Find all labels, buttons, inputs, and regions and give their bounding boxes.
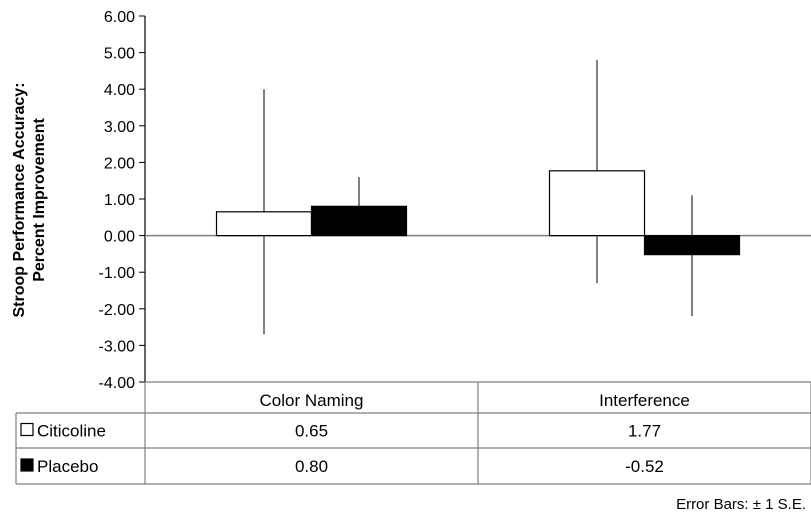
y-tick-label: 3.00	[104, 119, 135, 136]
y-tick-label: -2.00	[99, 302, 136, 319]
bar-citicoline-2	[548, 170, 646, 237]
y-tick-label: 1.00	[104, 192, 135, 209]
error-bars-note: Error Bars: ± 1 S.E.	[676, 496, 806, 513]
data-table: Color Naming Interference Citicoline 0.65 1.…	[15, 381, 811, 485]
y-axis: 6.00 5.00 4.00 3.00 2.00 1.00 0.00 -1.00 -2.00 -3…	[99, 9, 811, 392]
bars	[215, 170, 741, 256]
data-label-citicoline-2: 1.77	[628, 422, 661, 441]
y-tick-label: 2.00	[104, 155, 135, 172]
bar-placebo-2	[643, 235, 741, 256]
y-tick-label: 5.00	[104, 46, 135, 63]
bar-placebo-1	[310, 205, 408, 237]
data-label-citicoline-1: 0.65	[295, 422, 328, 441]
y-tick-label: 6.00	[104, 9, 135, 26]
bar-citicoline-1	[215, 211, 313, 237]
y-axis-title-line2: Percent Improvement	[31, 118, 48, 282]
y-axis-title-line1: Stroop Performance Accuracy:	[11, 82, 28, 317]
y-tick-label: 0.00	[104, 229, 135, 246]
legend-label-citicoline: Citicoline	[37, 422, 106, 441]
category-label: Interference	[599, 391, 690, 410]
y-tick-label: -3.00	[99, 338, 136, 355]
y-tick-label: -1.00	[99, 265, 136, 282]
data-label-placebo-1: 0.80	[295, 457, 328, 476]
legend-swatch-citicoline	[20, 422, 34, 437]
data-label-placebo-2: -0.52	[625, 457, 664, 476]
category-label: Color Naming	[260, 391, 364, 410]
legend-label-placebo: Placebo	[37, 457, 98, 476]
legend-swatch-placebo	[20, 458, 34, 472]
y-tick-label: -4.00	[99, 375, 136, 392]
y-tick-label: 4.00	[104, 82, 135, 99]
